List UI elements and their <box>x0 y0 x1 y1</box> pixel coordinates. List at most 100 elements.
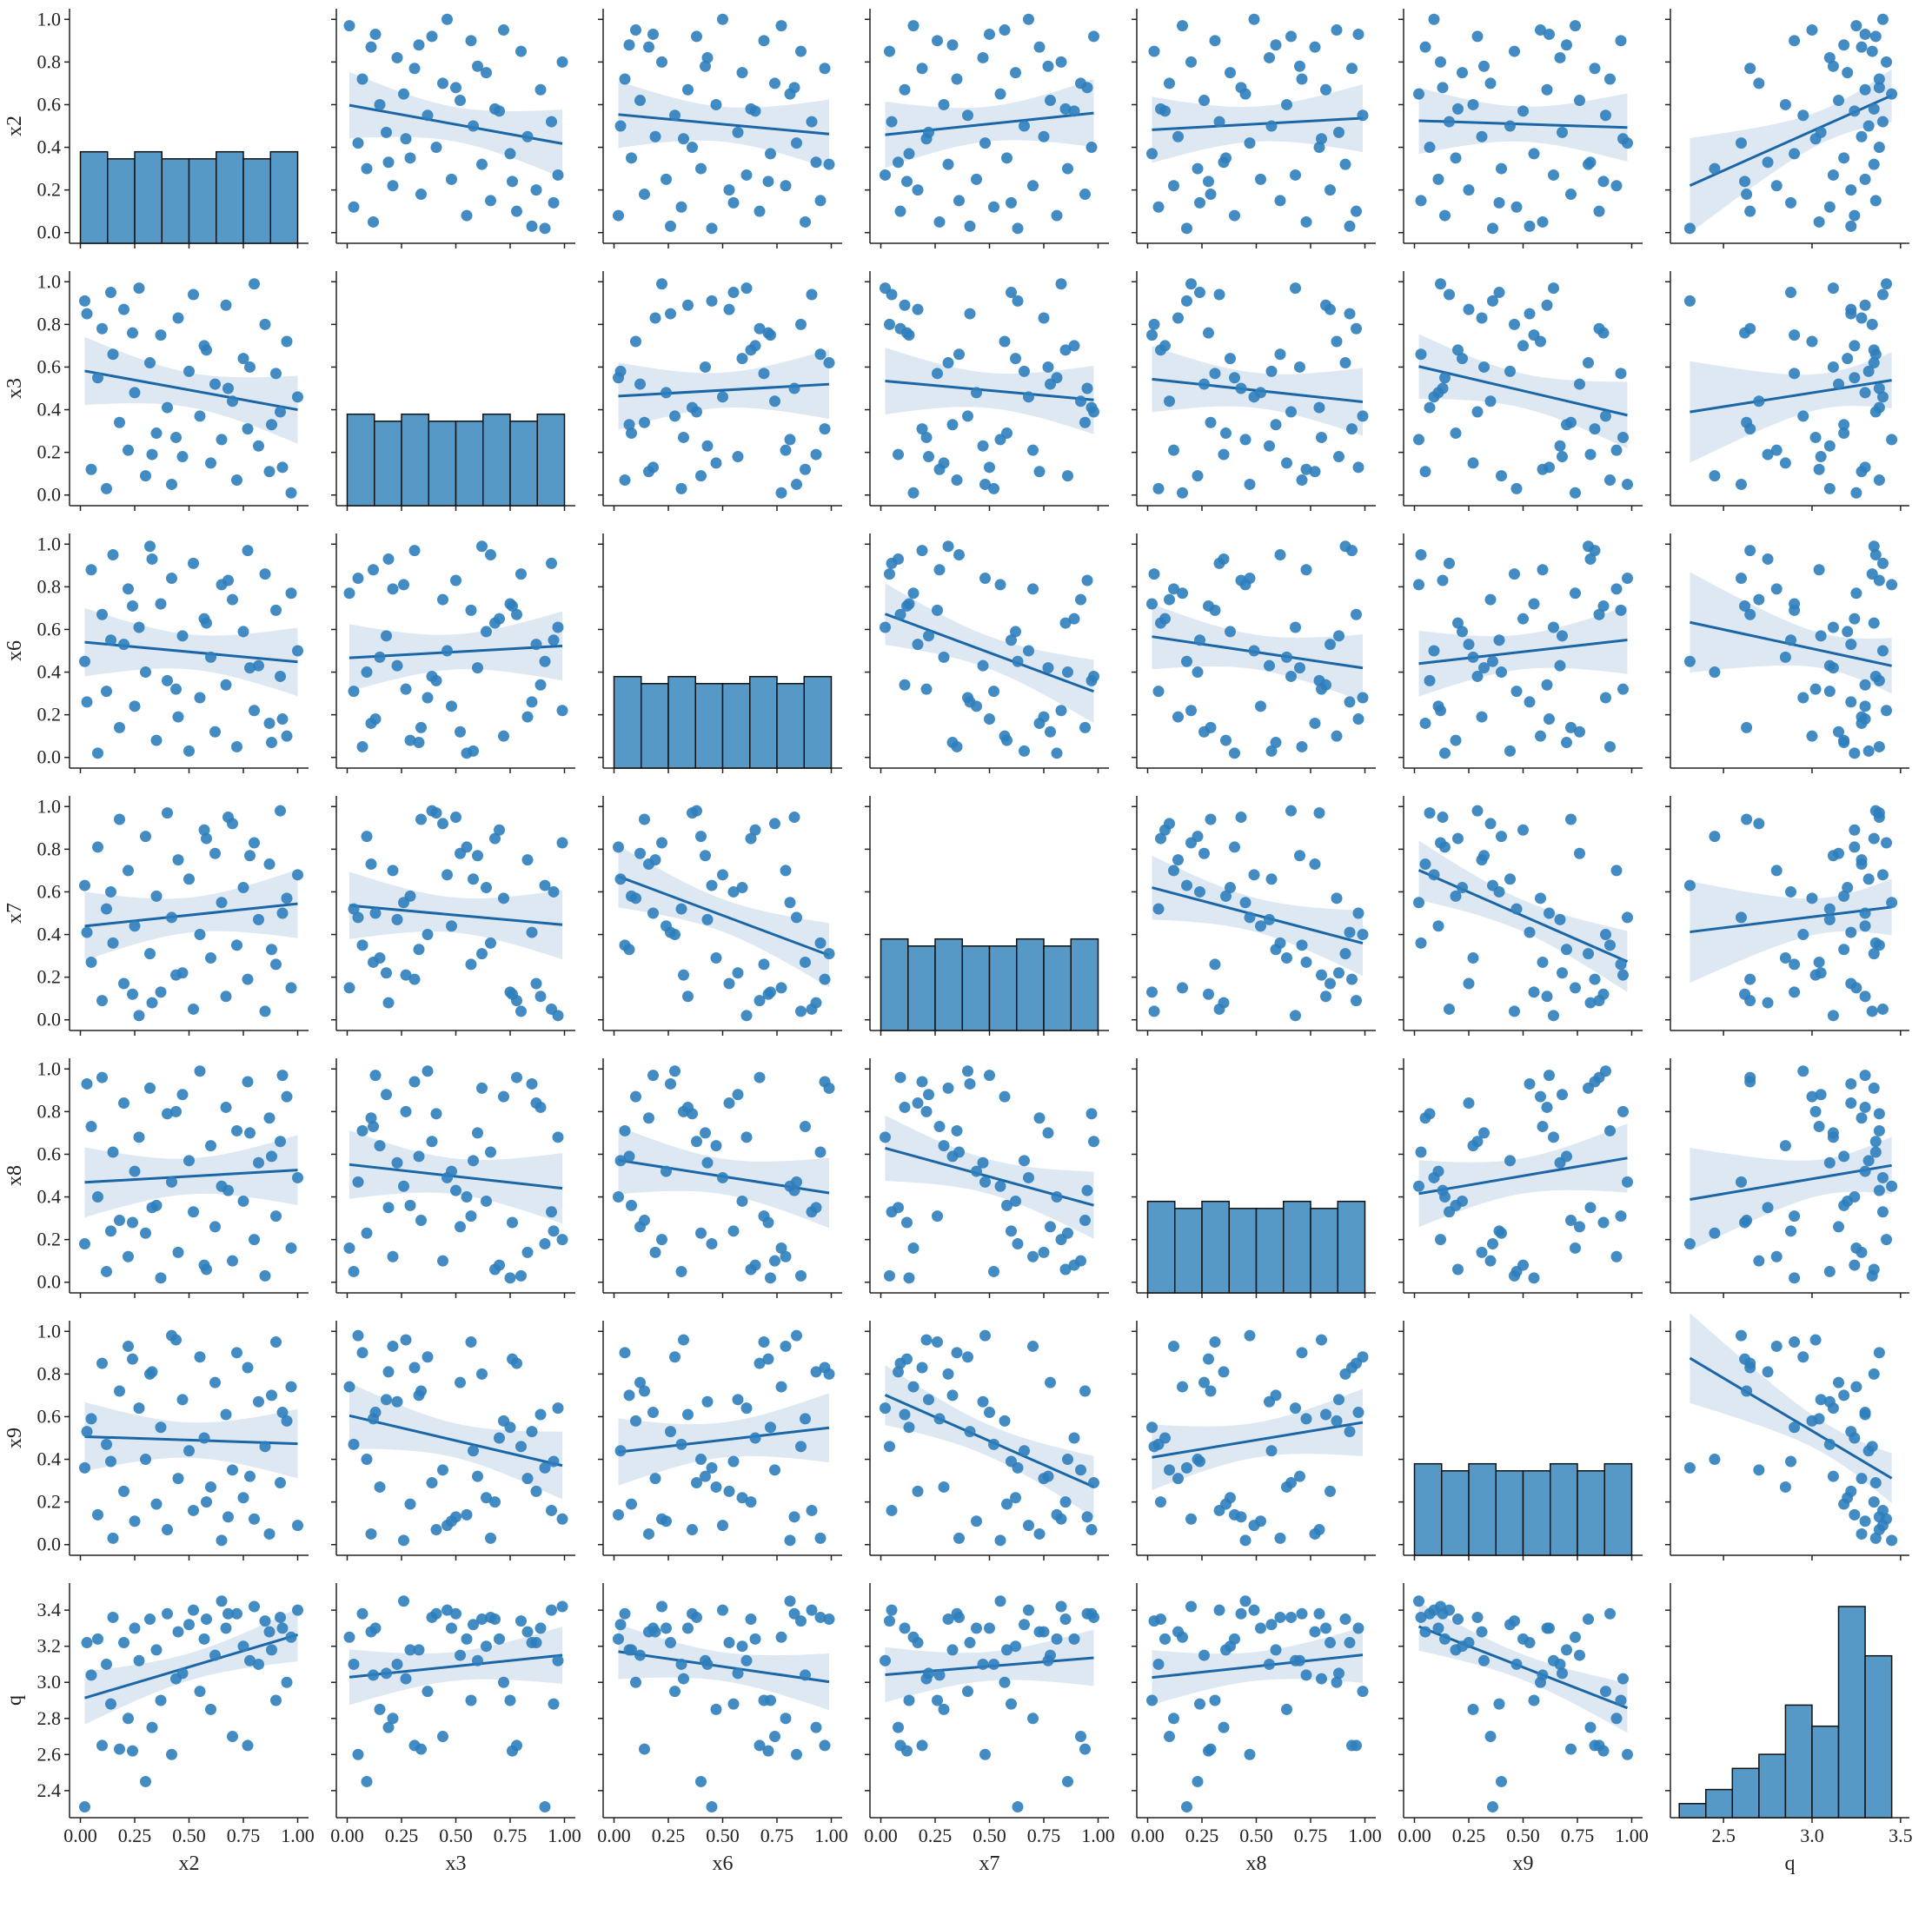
x-tick-label: 0.25 <box>652 1825 686 1846</box>
scatter-point <box>249 837 260 849</box>
scatter-point <box>1868 1496 1880 1508</box>
scatter-point <box>1467 952 1479 964</box>
scatter-point <box>198 1432 210 1444</box>
scatter-point <box>775 1242 787 1254</box>
scatter-point <box>901 1353 913 1365</box>
scatter-point <box>953 348 965 361</box>
scatter-point <box>745 832 757 845</box>
scatter-point <box>292 1171 303 1183</box>
scatter-point <box>198 824 210 836</box>
scatter-point <box>706 222 718 235</box>
scatter-point <box>526 1637 538 1649</box>
y-tick-label: 0.8 <box>37 1362 62 1384</box>
scatter-point <box>430 142 442 154</box>
scatter-point <box>1859 991 1871 1003</box>
histogram-bar <box>79 150 109 244</box>
scatter-point <box>1177 20 1188 32</box>
scatter-point <box>732 451 744 463</box>
scatter-point <box>476 540 488 553</box>
scatter-point <box>1264 440 1275 452</box>
scatter-point <box>784 1534 796 1547</box>
scatter-point <box>220 1101 232 1113</box>
scatter-point <box>489 103 501 115</box>
regression-line <box>618 1426 830 1454</box>
scatter-point <box>1294 850 1305 862</box>
histogram-bar <box>374 421 402 507</box>
scatter-point <box>1789 986 1801 998</box>
scatter-point <box>1557 1667 1568 1680</box>
scatter-point <box>1435 278 1446 290</box>
scatter-point <box>155 598 167 610</box>
scatter-point <box>1610 583 1623 595</box>
scatter-point <box>285 1381 297 1393</box>
scatter-point <box>1744 63 1756 75</box>
scatter-point <box>1862 1155 1875 1167</box>
scatter-point <box>880 1131 891 1143</box>
x-tick-label: 3.5 <box>1889 1825 1913 1846</box>
scatter-point <box>1869 195 1882 207</box>
scatter-point <box>1344 308 1356 320</box>
scatter-point <box>398 897 409 909</box>
scatter-point <box>1859 387 1871 399</box>
scatter-point <box>183 1445 195 1457</box>
scatter-point <box>498 1415 509 1427</box>
scatter-point <box>1296 73 1308 85</box>
x-tick-label: 0.50 <box>973 1825 1006 1846</box>
scatter-point <box>231 939 242 951</box>
scatter-point <box>899 299 911 311</box>
scatter-point <box>123 583 134 595</box>
scatter-point <box>1524 926 1536 938</box>
scatter-point <box>472 60 483 72</box>
histogram-bar <box>1495 1470 1524 1556</box>
y-tick-label: 1.0 <box>37 8 62 30</box>
scatter-point <box>903 148 915 160</box>
scatter-point <box>1762 448 1774 461</box>
scatter-point <box>348 903 360 915</box>
scatter-point <box>1023 391 1034 403</box>
scatter-point <box>343 587 355 600</box>
scatter-point <box>920 133 933 145</box>
histogram-bar <box>216 150 244 244</box>
scatter-point <box>1862 365 1875 377</box>
scatter-point <box>1838 1150 1850 1163</box>
scatter-point <box>1152 1658 1165 1670</box>
scatter-point <box>352 137 364 149</box>
scatter-point <box>546 1504 557 1516</box>
scatter-point <box>188 1003 199 1015</box>
scatter-point <box>368 564 379 576</box>
scatter-point <box>1152 482 1165 494</box>
scatter-point <box>1789 35 1801 47</box>
x-axis-label: x6 <box>713 1852 734 1875</box>
scatter-point <box>1051 209 1063 222</box>
scatter-point <box>1842 353 1854 365</box>
scatter-point <box>1886 579 1898 591</box>
scatter-point <box>1471 1611 1484 1623</box>
scatter-point <box>1845 184 1857 196</box>
scatter-point <box>964 220 976 232</box>
scatter-point <box>1146 1694 1158 1706</box>
scatter-point <box>984 1070 995 1082</box>
scatter-point <box>971 1622 982 1634</box>
scatter-point <box>1357 1351 1369 1363</box>
scatter-point <box>209 378 221 390</box>
scatter-point <box>1544 28 1555 40</box>
scatter-point <box>1027 1713 1039 1725</box>
scatter-point <box>1683 222 1696 235</box>
scatter-point <box>1006 196 1017 209</box>
scatter-point <box>105 634 116 646</box>
scatter-point <box>1281 651 1292 663</box>
scatter-point <box>1428 13 1440 25</box>
y-tick-label: 0.6 <box>37 355 62 377</box>
scatter-point <box>1770 583 1783 595</box>
scatter-point <box>1622 1176 1633 1188</box>
scatter-point <box>530 184 542 196</box>
scatter-point <box>270 604 282 616</box>
scatter-point <box>534 991 547 1003</box>
scatter-point <box>1537 956 1549 968</box>
scatter-point <box>1565 189 1577 201</box>
scatter-point <box>413 944 425 956</box>
x-tick-label: 1.00 <box>1348 1825 1382 1846</box>
scatter-point <box>374 1140 386 1152</box>
scatter-point <box>1789 329 1801 341</box>
